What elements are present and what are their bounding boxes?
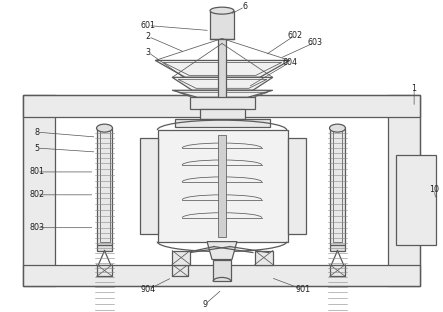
Text: 601: 601 — [141, 21, 156, 30]
Bar — [97, 128, 113, 245]
Bar — [396, 155, 436, 245]
Polygon shape — [207, 241, 237, 260]
Bar — [330, 245, 346, 251]
Bar — [388, 95, 420, 286]
Bar — [213, 260, 231, 281]
Bar — [97, 245, 113, 251]
Bar — [100, 131, 109, 241]
Bar — [172, 251, 190, 265]
Text: 10: 10 — [429, 185, 439, 194]
Text: 3: 3 — [146, 48, 151, 57]
Bar — [23, 95, 420, 286]
Bar — [97, 265, 113, 276]
Bar — [175, 119, 270, 127]
Text: 901: 901 — [295, 285, 310, 294]
Ellipse shape — [330, 124, 346, 132]
Bar — [23, 95, 420, 117]
Bar — [158, 130, 288, 241]
Polygon shape — [172, 77, 273, 90]
Bar — [218, 38, 226, 123]
Bar — [288, 138, 306, 234]
Bar — [330, 265, 346, 276]
Bar — [23, 265, 420, 286]
Text: 603: 603 — [307, 38, 322, 47]
Polygon shape — [172, 90, 273, 97]
Bar — [333, 131, 342, 241]
Bar — [330, 128, 346, 245]
Text: 602: 602 — [287, 31, 302, 40]
Ellipse shape — [97, 124, 113, 132]
Bar — [255, 251, 273, 265]
Text: 904: 904 — [141, 285, 156, 294]
Bar — [172, 265, 188, 276]
Bar — [210, 11, 234, 38]
Bar — [200, 109, 245, 119]
Bar — [140, 138, 158, 234]
Text: 9: 9 — [202, 300, 208, 309]
Text: 802: 802 — [29, 190, 44, 199]
Text: 2: 2 — [146, 32, 151, 41]
Text: 1: 1 — [412, 84, 416, 93]
Polygon shape — [155, 61, 290, 77]
Bar — [23, 95, 55, 286]
Text: 604: 604 — [282, 58, 297, 67]
Bar — [218, 135, 226, 236]
Text: 5: 5 — [34, 144, 39, 153]
Text: 803: 803 — [29, 223, 44, 232]
Bar — [190, 97, 255, 109]
Ellipse shape — [210, 7, 234, 14]
Text: 6: 6 — [242, 2, 247, 11]
Text: 8: 8 — [34, 128, 39, 137]
Text: 801: 801 — [29, 168, 44, 176]
